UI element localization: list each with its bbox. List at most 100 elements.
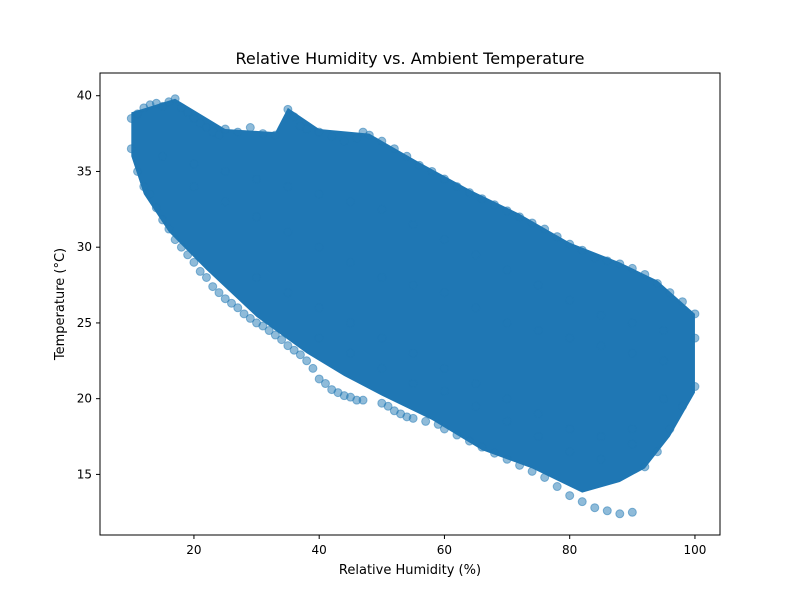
- scatter-point: [502, 318, 512, 328]
- scatter-point: [258, 321, 268, 331]
- scatter-point: [314, 333, 324, 343]
- scatter-point: [665, 424, 675, 434]
- scatter-point: [690, 309, 700, 319]
- scatter-point: [214, 130, 224, 140]
- scatter-point: [627, 439, 637, 449]
- scatter-point: [665, 288, 675, 298]
- scatter-point: [452, 182, 462, 192]
- scatter-density-region: [131, 98, 695, 493]
- scatter-point: [145, 189, 155, 199]
- scatter-point: [464, 436, 474, 446]
- scatter-point: [677, 401, 687, 411]
- scatter-point: [464, 188, 474, 198]
- scatter-point: [677, 297, 687, 307]
- scatter-point: [652, 447, 662, 457]
- scatter-point: [252, 272, 262, 282]
- scatter-point: [346, 318, 356, 328]
- scatter-point: [527, 466, 537, 476]
- scatter-point: [239, 309, 249, 319]
- scatter-point: [283, 104, 293, 114]
- scatter-point: [408, 379, 418, 389]
- scatter-point: [314, 189, 324, 199]
- scatter-point: [471, 379, 481, 389]
- scatter-point: [308, 363, 318, 373]
- scatter-point: [527, 218, 537, 228]
- scatter-point: [314, 127, 324, 137]
- scatter-point: [214, 288, 224, 298]
- scatter-point: [515, 212, 525, 222]
- scatter-point: [502, 206, 512, 216]
- scatter-point: [427, 166, 437, 176]
- scatter-point: [540, 224, 550, 234]
- scatter-point: [477, 194, 487, 204]
- scatter-point: [126, 113, 136, 123]
- scatter-point: [515, 460, 525, 470]
- scatter-point: [615, 259, 625, 269]
- scatter-point: [552, 482, 562, 492]
- y-tick-label: 20: [77, 392, 92, 406]
- y-axis-label: Temperature (°C): [53, 248, 68, 361]
- scatter-point: [471, 303, 481, 313]
- scatter-point: [183, 250, 193, 260]
- scatter-point: [627, 263, 637, 273]
- scatter-point: [283, 182, 293, 192]
- scatter-point: [502, 265, 512, 275]
- scatter-point: [377, 363, 387, 373]
- scatter-point: [540, 472, 550, 482]
- scatter-point: [289, 112, 299, 122]
- scatter-point: [659, 326, 669, 336]
- scatter-point: [189, 159, 199, 169]
- scatter-point: [283, 227, 293, 237]
- y-tick-label: 30: [77, 240, 92, 254]
- scatter-point: [439, 424, 449, 434]
- scatter-point: [133, 166, 143, 176]
- scatter-point: [402, 151, 412, 161]
- scatter-point: [439, 235, 449, 245]
- scatter-point: [690, 333, 700, 343]
- x-tick-label: 20: [186, 543, 201, 557]
- scatter-point: [421, 416, 431, 426]
- scatter-point: [408, 280, 418, 290]
- scatter-point: [189, 257, 199, 267]
- scatter-point: [164, 224, 174, 234]
- scatter-point: [602, 256, 612, 266]
- scatter-point: [189, 182, 199, 192]
- scatter-point: [339, 136, 349, 146]
- scatter-point: [502, 454, 512, 464]
- scatter-point: [195, 118, 205, 128]
- scatter-point: [283, 288, 293, 298]
- scatter-point: [208, 282, 218, 292]
- plot-frame: [99, 72, 721, 536]
- scatter-point: [201, 123, 211, 133]
- scatter-point: [433, 419, 443, 429]
- scatter-point: [652, 279, 662, 289]
- plot-area: 20 40 60 80 100 15 20 25 30 35 40: [77, 72, 721, 557]
- scatter-point: [439, 174, 449, 184]
- scatter-point: [377, 333, 387, 343]
- scatter-point: [220, 294, 230, 304]
- scatter-point: [364, 130, 374, 140]
- scatter-point: [640, 269, 650, 279]
- scatter-point: [258, 129, 268, 139]
- scatter-point: [590, 503, 600, 513]
- scatter-point: [408, 348, 418, 358]
- scatter-point: [627, 348, 637, 358]
- scatter-point: [151, 203, 161, 213]
- y-tick-label: 40: [77, 89, 92, 103]
- scatter-point: [627, 318, 637, 328]
- scatter-point: [264, 326, 274, 336]
- scatter-point: [158, 101, 168, 111]
- y-tick-label: 35: [77, 164, 92, 178]
- scatter-point: [477, 442, 487, 452]
- scatter-point: [183, 107, 193, 117]
- scatter-point: [277, 335, 287, 345]
- scatter-point: [659, 394, 669, 404]
- scatter-point: [176, 103, 186, 113]
- scatter-point: [533, 432, 543, 442]
- scatter-point: [189, 113, 199, 123]
- scatter-point: [565, 295, 575, 305]
- scatter-point: [439, 386, 449, 396]
- scatter-point: [139, 182, 149, 192]
